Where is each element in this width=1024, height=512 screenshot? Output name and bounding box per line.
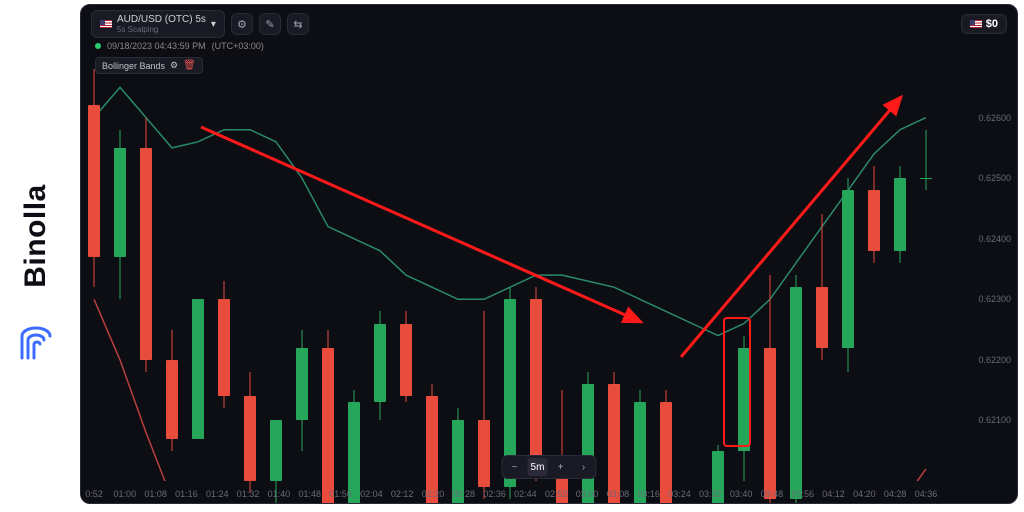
status-row: 09/18/2023 04:43:59 PM (UTC+03:00): [95, 41, 264, 51]
trend-arrow: [681, 97, 901, 357]
x-tick-label: 01:00: [114, 489, 137, 499]
y-tick-label: 0.62500: [978, 173, 1011, 183]
x-tick-label: 03:24: [668, 489, 691, 499]
y-tick-label: 0.62300: [978, 294, 1011, 304]
x-tick-label: 01:40: [268, 489, 291, 499]
y-tick-label: 0.62400: [978, 234, 1011, 244]
x-tick-label: 01:48: [298, 489, 321, 499]
symbol-pair: AUD/USD (OTC) 5s: [117, 14, 206, 25]
y-tick-label: 0.62100: [978, 415, 1011, 425]
timeframe-button[interactable]: ›: [574, 458, 594, 476]
x-tick-label: 04:20: [853, 489, 876, 499]
x-tick-label: 0:52: [85, 489, 103, 499]
status-timestamp: 09/18/2023 04:43:59 PM: [107, 41, 206, 51]
highlight-box: [723, 317, 751, 447]
chevron-down-icon: ▾: [211, 19, 216, 30]
balance-amount: $0: [986, 18, 998, 30]
y-tick-label: 0.62600: [978, 113, 1011, 123]
x-tick-label: 04:36: [915, 489, 938, 499]
balance-display[interactable]: $0: [961, 14, 1007, 34]
x-tick-label: 02:36: [483, 489, 506, 499]
tool-settings-icon[interactable]: ⚙: [231, 13, 253, 35]
x-tick-label: 02:04: [360, 489, 383, 499]
timeframe-button[interactable]: −: [505, 458, 525, 476]
x-tick-label: 02:44: [514, 489, 537, 499]
x-tick-label: 01:24: [206, 489, 229, 499]
x-tick-label: 01:32: [237, 489, 260, 499]
x-tick-label: 03:08: [607, 489, 630, 499]
toolbar: AUD/USD (OTC) 5s 5s Scalping ▾ ⚙ ✎ ⇆ $0: [91, 11, 1007, 37]
timeframe-control: −5m+›: [502, 455, 597, 479]
x-tick-label: 02:28: [453, 489, 476, 499]
y-tick-label: 0.62200: [978, 355, 1011, 365]
status-tz: (UTC+03:00): [212, 41, 264, 51]
x-tick-label: 01:56: [329, 489, 352, 499]
timeframe-button[interactable]: +: [551, 458, 571, 476]
x-tick-label: 02:52: [545, 489, 568, 499]
x-tick-label: 03:00: [576, 489, 599, 499]
trend-arrow: [201, 127, 641, 322]
x-tick-label: 02:12: [391, 489, 414, 499]
flag-icon: [100, 20, 112, 28]
x-tick-label: 03:40: [730, 489, 753, 499]
x-tick-label: 01:08: [144, 489, 167, 499]
sidebar: Binolla: [0, 0, 72, 512]
currency-flag-icon: [970, 20, 982, 28]
symbol-subtitle: 5s Scalping: [117, 25, 206, 34]
tool-draw-icon[interactable]: ✎: [259, 13, 281, 35]
x-tick-label: 03:32: [699, 489, 722, 499]
x-tick-label: 03:16: [637, 489, 660, 499]
y-axis: 0.62100 0.62200 0.62300 0.62400 0.62500 0.626…: [963, 57, 1017, 479]
x-tick-label: 04:28: [884, 489, 907, 499]
x-tick-label: 02:20: [422, 489, 445, 499]
annotation-overlay: [81, 57, 965, 481]
x-tick-label: 04:12: [822, 489, 845, 499]
timeframe-button[interactable]: 5m: [528, 458, 548, 476]
brand-logo-icon: [18, 326, 54, 362]
x-tick-label: 01:16: [175, 489, 198, 499]
chart-area[interactable]: [81, 57, 965, 481]
chart-panel: AUD/USD (OTC) 5s 5s Scalping ▾ ⚙ ✎ ⇆ $0 …: [80, 4, 1018, 504]
x-tick-label: 03:56: [791, 489, 814, 499]
tool-compare-icon[interactable]: ⇆: [287, 13, 309, 35]
live-dot-icon: [95, 43, 101, 49]
brand-name: Binolla: [19, 184, 53, 288]
symbol-selector[interactable]: AUD/USD (OTC) 5s 5s Scalping ▾: [91, 10, 225, 38]
x-axis: 0:52 01:00 01:08 01:16 01:24 01:32 01:40 01:48 0…: [81, 481, 963, 503]
x-tick-label: 03:48: [761, 489, 784, 499]
